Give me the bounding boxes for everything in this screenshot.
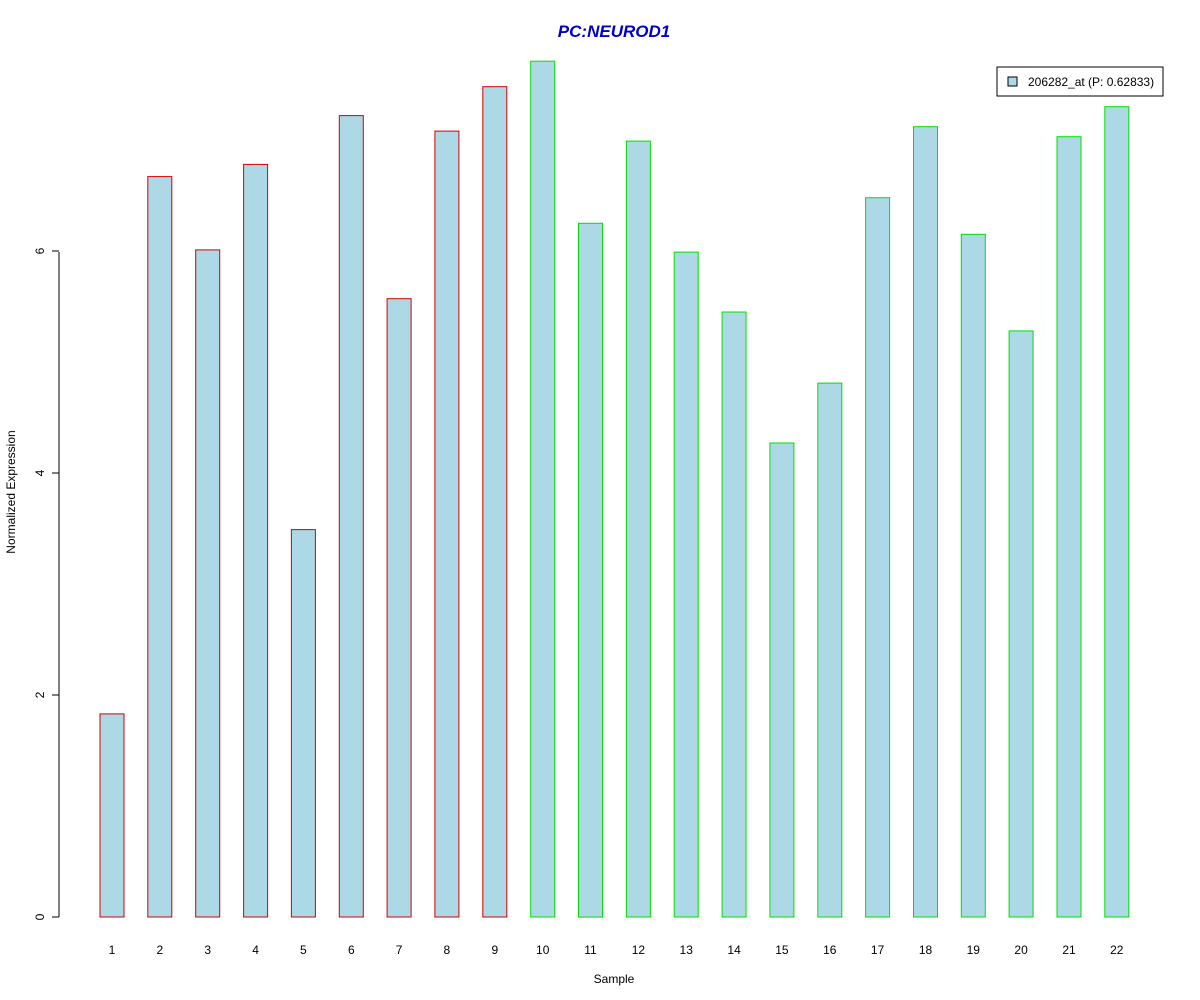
x-axis-label: Sample <box>594 972 635 986</box>
x-tick-label: 18 <box>919 943 933 957</box>
bar <box>434 130 460 918</box>
x-tick-label: 3 <box>204 943 211 957</box>
y-axis-label: Normalized Expression <box>4 430 18 553</box>
x-tick-label: 15 <box>775 943 789 957</box>
x-tick-label: 11 <box>584 943 597 957</box>
legend: 206282_at (P: 0.62833) <box>996 66 1164 97</box>
bar <box>913 126 938 918</box>
bar <box>673 251 699 918</box>
bar <box>147 176 173 918</box>
x-tick-label: 5 <box>300 943 307 957</box>
bar <box>1008 330 1034 918</box>
x-tick-label: 16 <box>823 943 837 957</box>
x-tick-label: 12 <box>632 943 646 957</box>
x-tick-label: 13 <box>680 943 694 957</box>
bar <box>865 197 891 918</box>
y-tick-label: 2 <box>33 691 47 698</box>
x-tick-label: 6 <box>348 943 355 957</box>
bar <box>1104 106 1130 918</box>
bar <box>338 115 364 918</box>
x-tick-label: 22 <box>1110 943 1124 957</box>
x-tick-label: 14 <box>727 943 741 957</box>
bars <box>99 60 1130 918</box>
y-axis-ticks: 0 2 4 6 <box>33 247 59 920</box>
bar <box>960 233 986 918</box>
bar <box>721 311 747 918</box>
bar <box>1056 136 1082 918</box>
bar <box>530 60 556 918</box>
x-tick-label: 7 <box>396 943 403 957</box>
bar <box>625 140 651 918</box>
bar <box>817 382 843 918</box>
x-tick-label: 4 <box>252 943 259 957</box>
x-tick-label: 17 <box>871 943 885 957</box>
legend-box <box>996 66 1164 97</box>
x-tick-label: 9 <box>491 943 498 957</box>
bar <box>386 298 412 918</box>
x-tick-label: 8 <box>444 943 451 957</box>
bar <box>195 249 221 918</box>
legend-swatch <box>1007 76 1018 87</box>
y-tick-label: 0 <box>33 913 47 920</box>
x-tick-label: 1 <box>109 943 116 957</box>
bar <box>99 713 125 918</box>
y-tick-label: 4 <box>33 469 47 476</box>
bar <box>243 163 269 918</box>
x-tick-label: 2 <box>156 943 163 957</box>
legend-label: 206282_at (P: 0.62833) <box>1028 75 1154 89</box>
chart-title: PC:NEUROD1 <box>558 22 670 41</box>
bar <box>482 86 508 918</box>
x-tick-label: 20 <box>1014 943 1028 957</box>
bar <box>578 222 603 918</box>
x-axis-tick-labels: 1 2 3 4 5 6 7 8 9 10 11 12 13 14 15 16 17 18 19 20 21 22 <box>109 943 1124 957</box>
bar <box>769 442 795 918</box>
y-tick-label: 6 <box>33 247 47 254</box>
x-tick-label: 21 <box>1062 943 1076 957</box>
x-tick-label: 19 <box>967 943 981 957</box>
bar <box>290 529 316 918</box>
x-tick-label: 10 <box>536 943 550 957</box>
